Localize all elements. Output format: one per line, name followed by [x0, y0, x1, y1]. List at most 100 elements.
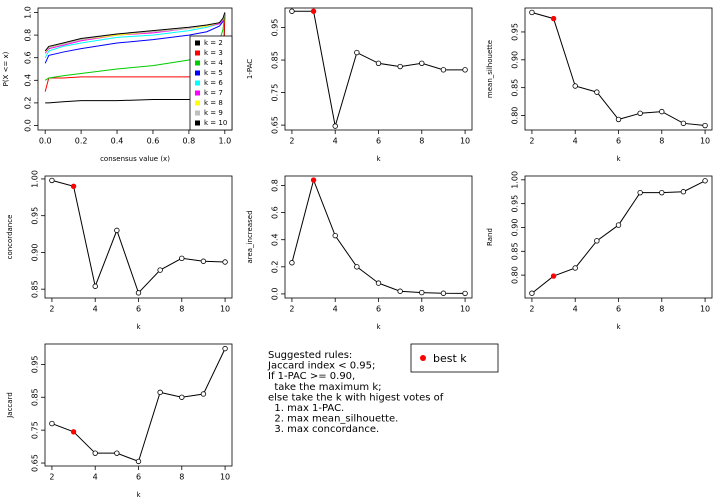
x-axis-title: k — [136, 491, 141, 499]
legend-label: k = 6 — [204, 79, 223, 87]
x-tick-label: 2 — [49, 305, 54, 314]
y-axis-title: Jaccard — [6, 392, 14, 419]
point — [702, 178, 708, 184]
point — [332, 232, 338, 239]
point — [529, 290, 535, 296]
point — [680, 120, 687, 127]
point — [332, 123, 338, 129]
legend-label: k = 9 — [204, 109, 223, 117]
y-tick-label: 0.85 — [271, 51, 280, 69]
point — [92, 450, 98, 456]
legend-swatch — [195, 110, 200, 116]
y-axis-title: P(X <= x) — [2, 51, 10, 86]
y-tick-label: 0.90 — [31, 244, 40, 262]
data-line — [51, 348, 226, 463]
rule-line: take the maximum k; — [268, 382, 382, 393]
point — [375, 280, 382, 286]
x-tick-label: 2 — [49, 473, 54, 482]
best-point — [70, 429, 77, 435]
legend-label: k = 10 — [204, 119, 227, 127]
y-tick-label: 1.0 — [24, 6, 33, 19]
point — [462, 67, 468, 73]
point — [594, 89, 600, 95]
x-axis-title: k — [616, 155, 621, 163]
y-tick-label: 0.65 — [31, 454, 40, 472]
point — [529, 9, 535, 16]
y-tick-label: 0.0 — [24, 119, 33, 132]
legend-label: k = 5 — [204, 69, 223, 77]
y-tick-label: 0.85 — [511, 79, 520, 97]
y-axis-title: mean_silhouette — [486, 40, 494, 98]
x-tick-label: 8 — [179, 473, 184, 482]
y-tick-label: 0.2 — [24, 97, 33, 110]
x-tick-label: 4 — [333, 137, 338, 146]
x-tick-label: 8 — [419, 305, 424, 314]
x-tick-label: 2 — [529, 305, 534, 314]
point — [572, 265, 578, 271]
point — [375, 60, 382, 67]
y-tick-label: 0.80 — [511, 107, 520, 125]
x-tick-label: 2 — [289, 137, 294, 146]
best-k-legend-label: best k — [433, 352, 467, 365]
data-line — [531, 11, 706, 127]
point — [462, 290, 468, 297]
point — [615, 222, 622, 228]
rule-line: 1. max 1-PAC. — [268, 403, 344, 414]
y-tick-label: 0.85 — [511, 242, 520, 260]
data-line — [291, 10, 466, 127]
y-tick-label: 1.00 — [511, 171, 520, 189]
x-tick-label: 4 — [93, 305, 98, 314]
x-tick-label: 6 — [376, 137, 381, 146]
point — [222, 345, 228, 352]
best-point — [70, 183, 77, 189]
y-tick-label: 0.85 — [31, 388, 40, 406]
point — [572, 83, 578, 89]
x-axis-title: k — [616, 323, 621, 331]
y-tick-label: 0.8 — [24, 29, 33, 42]
data-line — [291, 178, 466, 294]
y-axis-title: 1-PAC — [246, 59, 254, 79]
data-line — [44, 12, 226, 54]
y-tick-label: 0.95 — [31, 207, 40, 225]
legend-label: k = 8 — [204, 99, 223, 107]
y-tick-label: 1.00 — [31, 170, 40, 188]
legend-swatch — [195, 70, 200, 76]
x-tick-label: 4 — [333, 305, 338, 314]
best-point — [550, 273, 557, 279]
x-axis-title: k — [376, 155, 381, 163]
y-axis-title: Rand — [486, 228, 494, 246]
y-tick-label: 0.6 — [271, 206, 280, 219]
y-tick-label: 0.85 — [31, 280, 40, 298]
point — [397, 288, 403, 294]
point — [637, 189, 643, 196]
legend-swatch — [195, 50, 200, 56]
legend-swatch — [195, 80, 200, 86]
x-tick-label: 10 — [460, 305, 470, 314]
y-tick-label: 0.95 — [31, 355, 40, 373]
best-k-legend-dot — [420, 355, 426, 361]
point — [440, 290, 447, 296]
point — [135, 458, 142, 465]
x-tick-label: 1.0 — [218, 137, 231, 146]
x-tick-label: 6 — [616, 305, 621, 314]
x-tick-label: 0.0 — [39, 137, 52, 146]
y-axis-title: concordance — [6, 215, 14, 260]
y-tick-label: 0.75 — [271, 84, 280, 102]
point — [419, 60, 425, 67]
point — [702, 122, 708, 129]
y-tick-label: 0.80 — [511, 266, 520, 284]
legend-swatch — [195, 90, 200, 96]
point — [594, 238, 600, 244]
point — [200, 258, 207, 264]
best-point — [310, 177, 317, 183]
plot-frame — [284, 175, 473, 299]
data-line — [44, 12, 226, 64]
y-tick-label: 0.95 — [511, 23, 520, 41]
y-tick-label: 0.4 — [271, 233, 280, 246]
x-tick-label: 10 — [700, 137, 710, 146]
y-tick-label: 0.0 — [271, 288, 280, 301]
point — [637, 110, 643, 116]
x-tick-label: 8 — [659, 305, 664, 314]
x-tick-label: 6 — [136, 305, 141, 314]
y-tick-label: 0.75 — [31, 421, 40, 439]
